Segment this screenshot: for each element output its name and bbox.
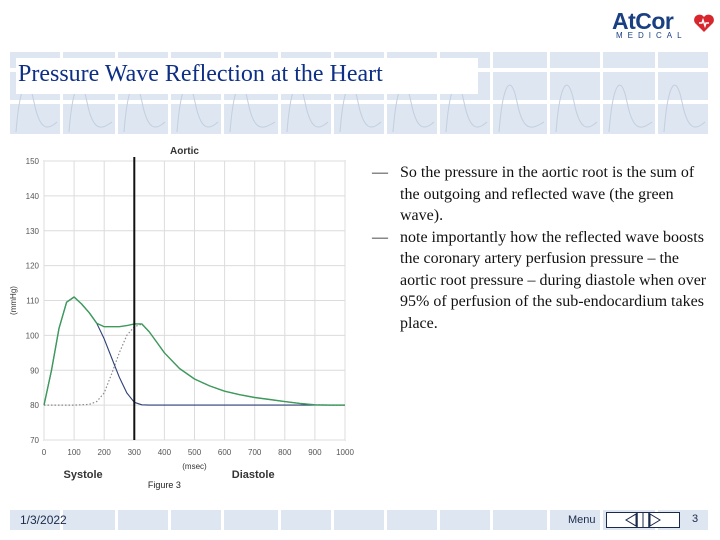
y-tick-label: 110 (26, 297, 39, 306)
band-wave (15, 84, 58, 133)
x-tick-label: 1000 (336, 448, 354, 457)
footer-tile (387, 510, 437, 530)
band-tile (550, 52, 600, 68)
band-wave (339, 84, 382, 133)
band-wave (123, 84, 166, 133)
x-tick-label: 900 (308, 448, 322, 457)
y-tick-label: 80 (30, 401, 39, 410)
triangle-left-icon (625, 513, 637, 527)
footer-tile (440, 510, 490, 530)
aortic-chart: 0 100 200 300 400 500 600 700 800 900 1000 70 80 90 10… (0, 140, 360, 490)
footer-tile (118, 510, 168, 530)
x-tick-label: 500 (188, 448, 202, 457)
bullet-dash: — (372, 164, 388, 181)
chart-title: Aortic (170, 146, 199, 157)
bullet-text: So the pressure in the aortic root is th… (400, 164, 695, 224)
figure-caption: Figure 3 (148, 480, 181, 490)
band-wave (68, 84, 113, 133)
logo-main-text: AtCor (612, 8, 674, 34)
nav-buttons (606, 512, 680, 528)
bullet-text: note importantly how the reflected wave … (400, 228, 707, 332)
title-box (16, 58, 478, 94)
menu-link[interactable]: Menu (568, 514, 596, 526)
band-wave (498, 84, 545, 133)
y-tick-label: 130 (26, 227, 40, 236)
band-tile (603, 104, 655, 134)
band-wave (555, 84, 598, 133)
footer-tile (171, 510, 221, 530)
band-tile (493, 52, 547, 68)
band-tile (658, 52, 708, 68)
band-wave (663, 84, 706, 133)
band-tile (550, 72, 600, 100)
triangle-right-icon (649, 513, 661, 527)
footer-tile (493, 510, 547, 530)
x-axis-label: (msec) (182, 462, 207, 471)
bullet-2: — note importantly how the reflected wav… (372, 227, 712, 335)
x-tick-label: 300 (128, 448, 142, 457)
footer-tile (550, 510, 600, 530)
y-tick-label: 70 (30, 436, 39, 445)
band-tile (63, 104, 115, 134)
band-tile (603, 72, 655, 100)
y-axis-label: (mmHg) (9, 286, 18, 315)
band-wave (608, 84, 653, 133)
diastole-label: Diastole (232, 469, 275, 481)
band-wave (392, 84, 435, 133)
x-tick-label: 200 (98, 448, 112, 457)
band-wave (176, 84, 219, 133)
aortic-chart-svg: 0 100 200 300 400 500 600 700 800 900 1000 70 80 90 10… (9, 146, 354, 490)
footer-tile (334, 510, 384, 530)
x-tick-label: 700 (248, 448, 262, 457)
band-wave (445, 84, 488, 133)
atcor-medical-logo: AtCor MEDICAL (612, 8, 716, 42)
band-wave (286, 84, 329, 133)
heart-icon (694, 14, 714, 32)
footer-tile (63, 510, 115, 530)
bullet-1: — So the pressure in the aortic root is … (372, 162, 712, 227)
y-tick-label: 150 (26, 157, 40, 166)
page-title: Pressure Wave Reflection at the Heart (18, 61, 383, 87)
footer-tile (281, 510, 331, 530)
next-slide-button[interactable] (643, 513, 679, 528)
footer-tile (224, 510, 278, 530)
y-tick-label: 90 (30, 366, 39, 375)
page-number: 3 (692, 513, 699, 525)
logo-sub-text: MEDICAL (616, 31, 687, 40)
band-tile (493, 104, 547, 134)
x-tick-label: 600 (218, 448, 232, 457)
prev-slide-button[interactable] (607, 513, 643, 528)
footer-band (10, 510, 708, 530)
x-tick-label: 400 (158, 448, 172, 457)
y-tick-label: 140 (26, 192, 40, 201)
bullet-dash: — (372, 228, 388, 246)
x-tick-label: 100 (67, 448, 81, 457)
x-tick-label: 0 (42, 448, 47, 457)
aortic-pressure-series (43, 296, 345, 406)
x-tick-label: 800 (278, 448, 292, 457)
footer-tile (10, 510, 60, 530)
band-tile (224, 104, 278, 134)
band-wave (229, 84, 276, 133)
bullet-list: — So the pressure in the aortic root is … (372, 162, 712, 334)
band-tile (493, 72, 547, 100)
band-tile (603, 52, 655, 68)
systole-label: Systole (64, 469, 103, 481)
y-tick-label: 100 (26, 331, 40, 340)
footer-date: 1/3/2022 (20, 513, 67, 527)
band-tile (658, 72, 708, 100)
y-tick-label: 120 (26, 262, 40, 271)
